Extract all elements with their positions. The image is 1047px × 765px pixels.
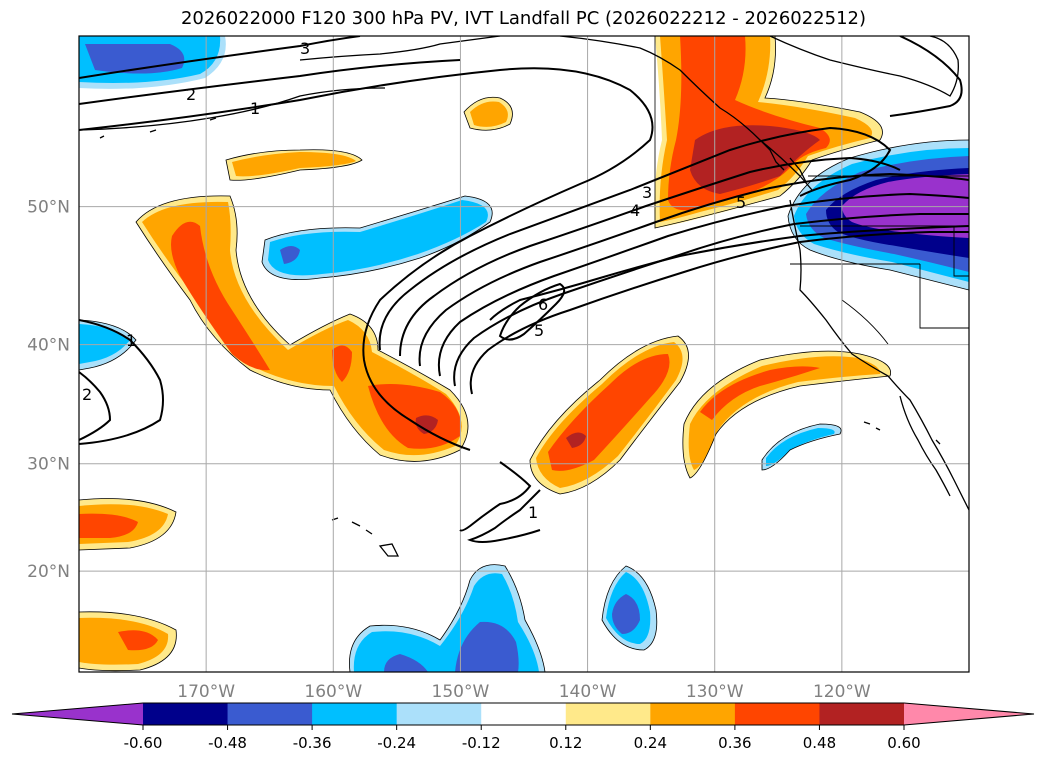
colorbar-tick-label: -0.24 — [377, 734, 416, 752]
shade-region-50n-band — [226, 149, 362, 181]
shade-region-bottom-left — [79, 498, 177, 671]
contour-line-west-1 — [79, 319, 164, 445]
colorbar-tick-label: 0.48 — [803, 734, 836, 752]
coastline-west-coast — [789, 199, 969, 511]
contour-line-6-inner — [469, 231, 969, 395]
shade-region-midlat-blue — [262, 196, 493, 280]
colorbar-segment — [734, 703, 820, 725]
coastline-hawaii — [331, 517, 400, 557]
shade-region-western-arc — [136, 195, 468, 462]
colorbar-extend-negative — [12, 703, 143, 725]
coastline-baja — [899, 395, 951, 497]
contour-label: 4 — [630, 201, 640, 220]
shade-region-topleft-blue — [79, 36, 226, 89]
contour-label: 5 — [736, 193, 746, 212]
shade-region-small-blue — [762, 424, 842, 470]
colorbar-extend-positive — [904, 703, 1034, 725]
latitude-tick-label: 30°N — [27, 455, 70, 475]
contour-line-3-top — [79, 36, 361, 79]
contour-line-closed-high — [498, 282, 566, 341]
colorbar-tick-label: -0.12 — [462, 734, 501, 752]
contour-line-ne — [889, 36, 963, 117]
shade-region-gulf-of-alaska — [654, 36, 883, 228]
colorbar-segment — [312, 703, 398, 725]
longitude-tick-label: 170°W — [177, 682, 235, 702]
ivt-contours — [79, 36, 969, 543]
shade-region-eastern-band — [682, 351, 891, 478]
colorbar-segment — [396, 703, 482, 725]
map-frame — [78, 35, 970, 673]
contour-label: 5 — [534, 321, 544, 340]
contour-label: 2 — [186, 85, 196, 104]
colorbar-ticks: -0.60 -0.48 -0.36 -0.24 -0.12 0.12 0.24 0.36 0.4… — [124, 725, 921, 752]
latitude-axis: 20°N 30°N 40°N 50°N — [27, 198, 70, 583]
contour-line-6-mid — [438, 192, 969, 377]
longitude-tick-label: 150°W — [432, 682, 490, 702]
colorbar-tick-label: 0.60 — [887, 734, 920, 752]
contour-label: 1 — [250, 99, 260, 118]
contour-line-5-mid — [418, 172, 969, 367]
colorbar-tick-label: -0.36 — [293, 734, 332, 752]
colorbar: -0.60 -0.48 -0.36 -0.24 -0.12 0.12 0.24 0.36 0.4… — [11, 702, 1035, 752]
contour-label: 1 — [126, 331, 136, 350]
map-layers: 3 2 1 3 4 5 6 5 1 1 2 — [79, 36, 969, 672]
colorbar-tick-label: 0.12 — [549, 734, 582, 752]
colorbar-segment — [227, 703, 313, 725]
colorbar-tick-label: -0.60 — [124, 734, 163, 752]
coastlines — [79, 36, 969, 557]
coastline-alaska — [299, 36, 813, 191]
contour-label: 1 — [528, 503, 538, 522]
shade-region-small-orange — [464, 97, 513, 131]
contour-line-1-top — [79, 67, 654, 532]
shade-region-bottom-blue — [349, 564, 545, 672]
contour-line-west-2 — [79, 371, 112, 441]
latitude-tick-label: 50°N — [27, 198, 70, 218]
colorbar-tick-label: -0.48 — [208, 734, 247, 752]
latitude-tick-label: 40°N — [27, 336, 70, 356]
shade-region-small-tropical-blue — [602, 566, 657, 650]
colorbar-segment — [650, 703, 736, 725]
colorbar-segment — [565, 703, 651, 725]
contour-label: 2 — [82, 385, 92, 404]
colorbar-tick-label: 0.24 — [634, 734, 667, 752]
contour-label: 3 — [642, 183, 652, 202]
colorbar-segment — [143, 703, 229, 725]
contour-line-1-sub — [467, 489, 541, 543]
colorbar-segment — [819, 703, 905, 725]
shade-outlines — [79, 36, 969, 672]
contour-line-7-inner — [489, 225, 969, 321]
colorbar-segments — [143, 703, 905, 725]
contour-labels: 3 2 1 3 4 5 6 5 1 1 2 — [82, 39, 746, 522]
contour-line-2-top — [79, 59, 461, 105]
longitude-tick-label: 140°W — [559, 682, 617, 702]
coastline-aleutians — [79, 87, 386, 139]
coastline-canada-north — [769, 36, 959, 97]
coastline-baja-islands — [863, 421, 941, 445]
colorbar-segment — [481, 703, 567, 725]
colorbar-tick-label: 0.36 — [718, 734, 751, 752]
latitude-tick-label: 20°N — [27, 562, 70, 582]
gridlines — [79, 36, 969, 672]
longitude-tick-label: 130°W — [686, 682, 744, 702]
longitude-axis: 170°W 160°W 150°W 140°W 130°W 120°W — [177, 682, 871, 702]
shade-region-central-band — [530, 336, 689, 494]
longitude-tick-label: 160°W — [304, 682, 362, 702]
contour-line-3-mid — [378, 126, 892, 351]
contour-label: 3 — [300, 39, 310, 58]
contour-line-4-mid — [399, 156, 901, 357]
contour-label: 6 — [538, 295, 548, 314]
chart-title: 2026022000 F120 300 hPa PV, IVT Landfall… — [180, 8, 867, 29]
longitude-tick-label: 120°W — [813, 682, 871, 702]
